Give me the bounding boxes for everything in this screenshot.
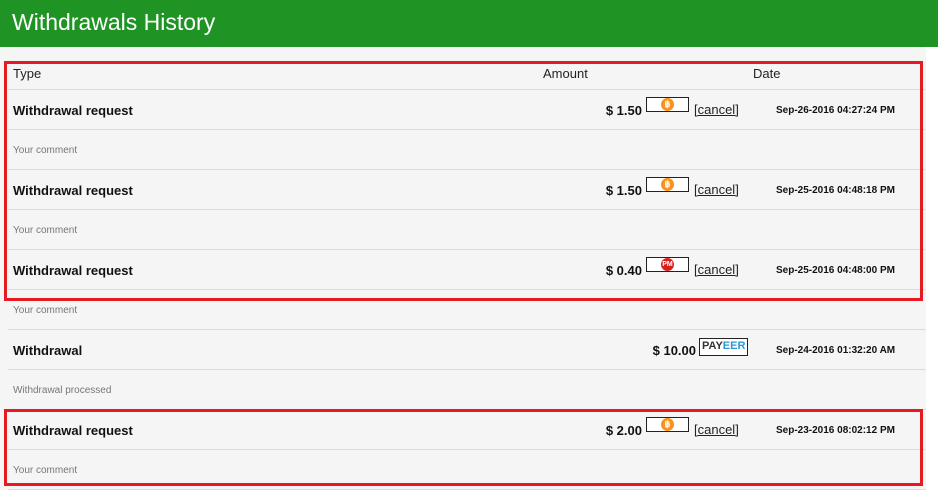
withdrawal-type: Withdrawal request — [13, 183, 133, 198]
withdrawal-type: Withdrawal — [13, 343, 83, 358]
payeer-text: EER — [722, 340, 746, 352]
withdrawal-type: Withdrawal request — [13, 263, 133, 278]
payment-method-box: PM — [646, 257, 689, 272]
withdrawal-date: Sep-24-2016 01:32:20 AM — [776, 345, 896, 356]
payment-method-box: ฿ — [646, 97, 689, 112]
table-row: Withdrawal request $ 1.50 ฿ [cancel] Sep… — [8, 90, 926, 130]
withdrawal-date: Sep-25-2016 04:48:18 PM — [776, 185, 895, 196]
highlight-box — [4, 409, 923, 486]
comment-row: Your comment — [8, 130, 926, 170]
table-header: Type Amount Date — [8, 50, 926, 90]
table-row: Withdrawal request $ 1.50 ฿ [cancel] Sep… — [8, 170, 926, 210]
withdrawal-amount: $ 2.00 — [605, 423, 642, 438]
withdrawal-comment: Your comment — [13, 465, 78, 476]
cancel-link[interactable]: [cancel] — [694, 262, 739, 277]
table-row: Withdrawal $ 10.00 PAYEER Sep-24-2016 01… — [8, 330, 926, 370]
withdrawal-amount: $ 10.00 — [652, 343, 696, 358]
withdrawal-comment: Your comment — [13, 225, 78, 236]
withdrawals-table: Type Amount Date Withdrawal request $ 1.… — [0, 47, 926, 490]
withdrawal-comment: Withdrawal processed — [13, 385, 112, 396]
payment-method-box: ฿ — [646, 417, 689, 432]
comment-row: Withdrawal processed — [8, 370, 926, 410]
withdrawal-date: Sep-25-2016 04:48:00 PM — [776, 265, 895, 276]
withdrawal-comment: Your comment — [13, 305, 78, 316]
withdrawal-date: Sep-26-2016 04:27:24 PM — [776, 105, 895, 116]
bitcoin-icon: ฿ — [661, 418, 674, 431]
cancel-link[interactable]: [cancel] — [694, 422, 739, 437]
page-title: Withdrawals History — [0, 0, 938, 47]
column-type: Type — [13, 66, 42, 81]
withdrawal-amount: $ 0.40 — [605, 263, 642, 278]
payment-method-box: ฿ — [646, 177, 689, 192]
bitcoin-icon: ฿ — [661, 98, 674, 111]
table-row: Withdrawal request $ 0.40 PM [cancel] Se… — [8, 250, 926, 290]
highlight-box — [4, 61, 923, 301]
payeer-logo: PAYEER — [699, 338, 749, 356]
comment-row: Your comment — [8, 210, 926, 250]
withdrawal-amount: $ 1.50 — [605, 103, 642, 118]
column-amount: Amount — [543, 66, 588, 81]
withdrawal-type: Withdrawal request — [13, 423, 133, 438]
perfect-money-icon: PM — [661, 258, 674, 271]
cancel-link[interactable]: [cancel] — [694, 182, 739, 197]
cancel-link[interactable]: [cancel] — [694, 102, 739, 117]
table-row: Withdrawal request $ 2.00 ฿ [cancel] Sep… — [8, 410, 926, 450]
withdrawal-comment: Your comment — [13, 145, 78, 156]
comment-row: Your comment — [8, 290, 926, 330]
withdrawal-amount: $ 1.50 — [605, 183, 642, 198]
withdrawal-type: Withdrawal request — [13, 103, 133, 118]
withdrawal-date: Sep-23-2016 08:02:12 PM — [776, 425, 895, 436]
payeer-text: PAY — [702, 340, 723, 352]
column-date: Date — [753, 66, 781, 81]
bitcoin-icon: ฿ — [661, 178, 674, 191]
